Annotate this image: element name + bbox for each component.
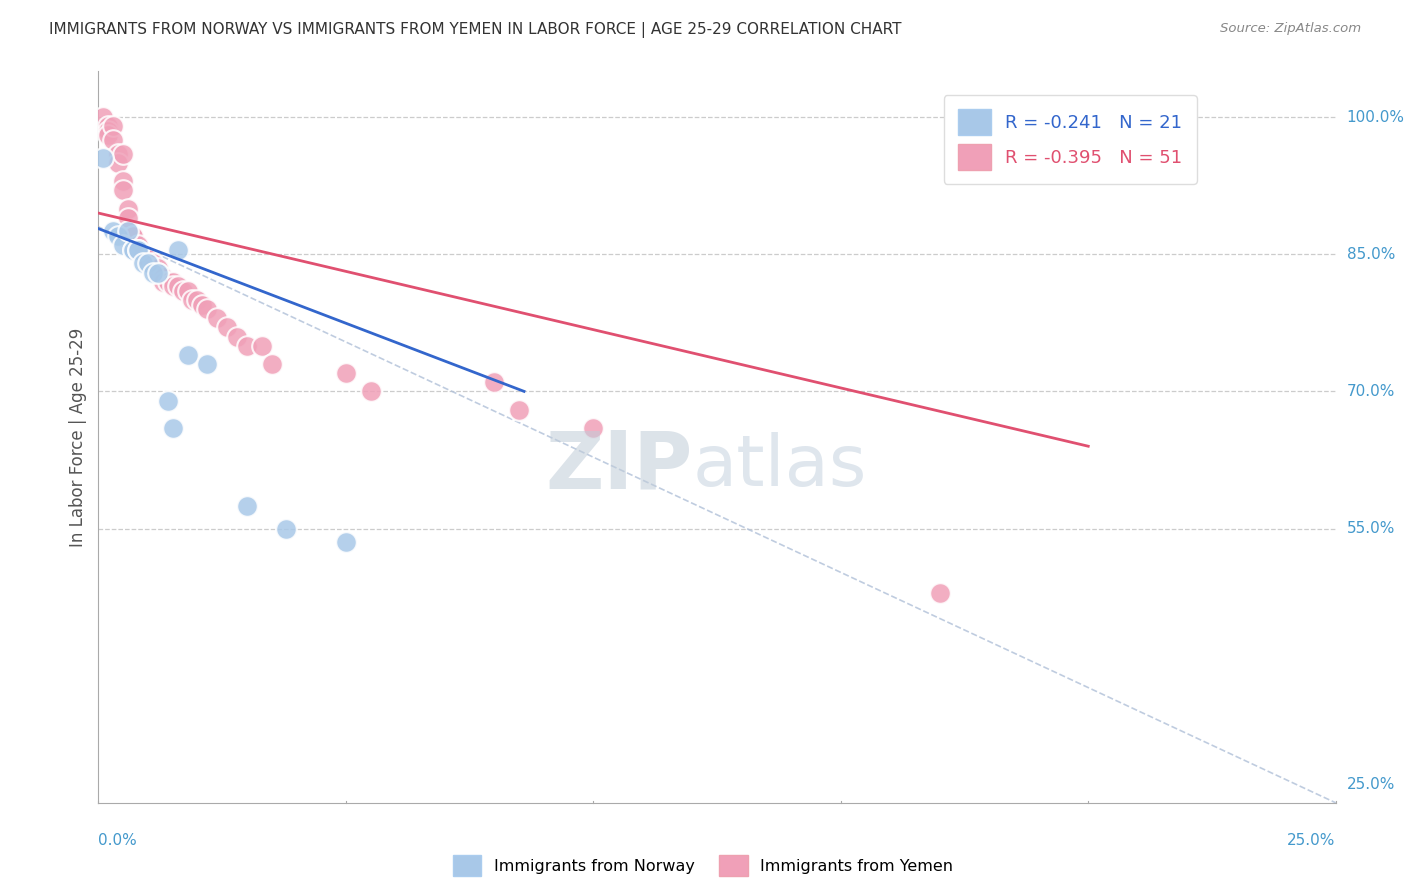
Text: ZIP: ZIP bbox=[546, 427, 692, 506]
Point bbox=[127, 243, 149, 257]
Point bbox=[335, 535, 357, 549]
Point bbox=[117, 211, 139, 225]
Point bbox=[122, 229, 145, 244]
Point bbox=[582, 421, 605, 435]
Point bbox=[142, 256, 165, 270]
Text: 70.0%: 70.0% bbox=[1347, 384, 1395, 399]
Point bbox=[107, 156, 129, 170]
Point bbox=[97, 120, 120, 134]
Point bbox=[103, 120, 125, 134]
Point bbox=[122, 243, 145, 257]
Point bbox=[132, 247, 155, 261]
Point bbox=[195, 357, 218, 371]
Point bbox=[172, 284, 194, 298]
Point bbox=[127, 238, 149, 252]
Point bbox=[107, 229, 129, 244]
Point bbox=[166, 279, 188, 293]
Point bbox=[122, 243, 145, 257]
Point bbox=[152, 270, 174, 285]
Legend: Immigrants from Norway, Immigrants from Yemen: Immigrants from Norway, Immigrants from … bbox=[446, 849, 960, 882]
Text: IMMIGRANTS FROM NORWAY VS IMMIGRANTS FROM YEMEN IN LABOR FORCE | AGE 25-29 CORRE: IMMIGRANTS FROM NORWAY VS IMMIGRANTS FRO… bbox=[49, 22, 901, 38]
Point bbox=[156, 393, 179, 408]
Point bbox=[195, 301, 218, 317]
Point bbox=[122, 243, 145, 257]
Point bbox=[127, 243, 149, 257]
Point bbox=[103, 224, 125, 238]
Point bbox=[484, 376, 506, 390]
Point bbox=[112, 238, 135, 252]
Point bbox=[928, 585, 950, 599]
Point bbox=[146, 266, 169, 280]
Point bbox=[136, 252, 159, 266]
Point bbox=[176, 348, 198, 362]
Point bbox=[93, 110, 115, 124]
Text: 0.0%: 0.0% bbox=[98, 833, 138, 848]
Point bbox=[127, 243, 149, 257]
Point bbox=[136, 252, 159, 266]
Point bbox=[132, 256, 155, 270]
Point bbox=[117, 224, 139, 238]
Point bbox=[360, 384, 382, 399]
Legend: R = -0.241   N = 21, R = -0.395   N = 51: R = -0.241 N = 21, R = -0.395 N = 51 bbox=[943, 95, 1197, 184]
Text: 85.0%: 85.0% bbox=[1347, 247, 1395, 261]
Point bbox=[250, 339, 273, 353]
Point bbox=[112, 183, 135, 197]
Point bbox=[146, 260, 169, 275]
Point bbox=[142, 260, 165, 275]
Point bbox=[186, 293, 208, 307]
Point bbox=[112, 146, 135, 161]
Point bbox=[166, 243, 188, 257]
Point bbox=[162, 279, 184, 293]
Point bbox=[93, 151, 115, 165]
Point bbox=[142, 266, 165, 280]
Text: 25.0%: 25.0% bbox=[1288, 833, 1336, 848]
Point bbox=[335, 366, 357, 380]
Text: 25.0%: 25.0% bbox=[1347, 777, 1395, 792]
Point bbox=[176, 284, 198, 298]
Point bbox=[97, 128, 120, 143]
Point bbox=[152, 275, 174, 289]
Point bbox=[136, 256, 159, 270]
Point bbox=[103, 133, 125, 147]
Point bbox=[217, 320, 239, 334]
Text: Source: ZipAtlas.com: Source: ZipAtlas.com bbox=[1220, 22, 1361, 36]
Point bbox=[117, 202, 139, 216]
Point bbox=[226, 329, 249, 343]
Text: atlas: atlas bbox=[692, 432, 866, 500]
Point bbox=[97, 124, 120, 138]
Point bbox=[236, 499, 259, 513]
Point bbox=[181, 293, 204, 307]
Point bbox=[236, 339, 259, 353]
Text: 55.0%: 55.0% bbox=[1347, 521, 1395, 536]
Point bbox=[122, 229, 145, 244]
Point bbox=[260, 357, 283, 371]
Point bbox=[146, 266, 169, 280]
Point bbox=[191, 297, 214, 311]
Point bbox=[508, 402, 530, 417]
Point bbox=[132, 247, 155, 261]
Point bbox=[136, 252, 159, 266]
Point bbox=[276, 521, 298, 535]
Point bbox=[162, 275, 184, 289]
Point bbox=[107, 146, 129, 161]
Y-axis label: In Labor Force | Age 25-29: In Labor Force | Age 25-29 bbox=[69, 327, 87, 547]
Point bbox=[162, 421, 184, 435]
Text: 100.0%: 100.0% bbox=[1347, 110, 1405, 125]
Point bbox=[205, 311, 228, 326]
Point bbox=[112, 174, 135, 188]
Point bbox=[156, 275, 179, 289]
